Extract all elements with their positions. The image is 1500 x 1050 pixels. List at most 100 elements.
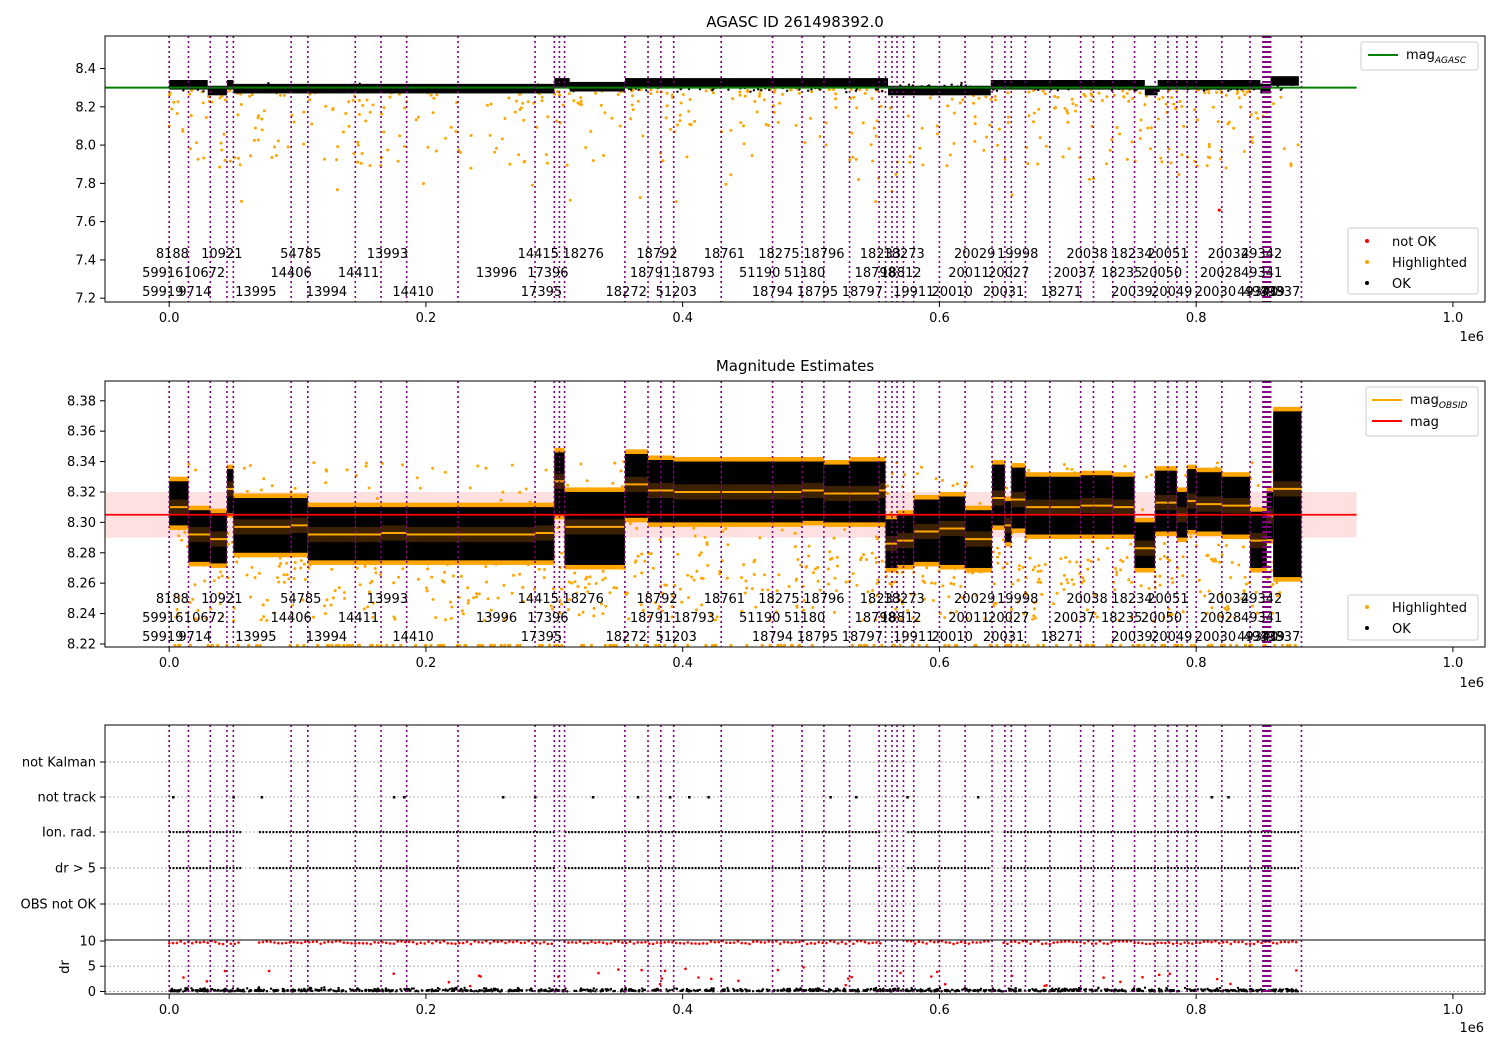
flag-mark: [1223, 867, 1226, 870]
agasc-obsid-label-2-8: 18794: [752, 285, 793, 300]
dr-point: [390, 989, 393, 993]
magnitude-obsid-label-0-16: 20051: [1147, 592, 1188, 607]
dr-red-point: [663, 969, 667, 973]
magnitude-highlighted-point: [992, 582, 996, 586]
magnitude-highlighted-point: [324, 481, 328, 485]
agasc-ok-point: [1229, 88, 1233, 91]
dr-point: [888, 988, 892, 991]
flag-mark: [1150, 831, 1153, 834]
flag-mark: [369, 831, 371, 834]
dr-threshold-point: [542, 940, 546, 944]
magnitude-highlighted-point: [835, 564, 839, 568]
agasc-highlighted-point: [688, 97, 692, 101]
flag-mark: [1013, 867, 1016, 870]
not-track-mark-17: [1227, 796, 1230, 799]
dr-threshold-point: [330, 940, 334, 944]
flag-mark: [621, 867, 624, 870]
agasc-highlighted-point: [556, 90, 560, 94]
flag-mark: [744, 831, 747, 834]
flag-mark: [571, 867, 574, 870]
agasc-highlighted-point: [219, 141, 223, 145]
agasc-highlighted-point: [679, 101, 683, 105]
agasc-obsid-label-2-18: 49340: [1237, 285, 1278, 300]
magnitude-highlighted-point: [217, 576, 221, 580]
dr-point: [482, 987, 486, 990]
flag-mark: [362, 831, 365, 834]
magnitude-highlighted-point: [1125, 556, 1129, 560]
agasc-highlighted-point: [946, 104, 950, 108]
agasc-highlighted-point: [1149, 147, 1153, 151]
dr-threshold-point: [759, 940, 763, 944]
flag-mark: [385, 867, 388, 870]
flag-mark: [502, 831, 505, 834]
agasc-highlighted-point: [414, 118, 418, 122]
dr-threshold-point: [500, 939, 503, 943]
agasc-highlighted-point: [928, 96, 932, 100]
agasc-obsid-label-2-11: 19911: [893, 285, 934, 300]
flag-mark: [355, 831, 358, 834]
flag-mark: [432, 831, 435, 834]
dr-threshold-point: [636, 941, 640, 944]
magnitude-highlighted-point: [923, 597, 927, 601]
dr-point: [461, 990, 464, 993]
magnitude-floor-point: [188, 643, 192, 648]
flag-mark: [871, 831, 874, 834]
flag-mark: [169, 867, 171, 870]
flag-mark: [335, 831, 338, 834]
dr-threshold-point: [1063, 940, 1067, 943]
magnitude-highlighted-point: [1082, 579, 1086, 583]
dr-threshold-point: [233, 942, 236, 946]
magnitude-floor-point: [643, 643, 647, 648]
dr-threshold-point: [265, 940, 269, 943]
magnitude-obsid-label-0-9: 18796: [803, 592, 844, 607]
magnitude-highlighted-point: [994, 601, 998, 605]
dr-red-point: [658, 982, 662, 986]
magnitude-highlighted-point: [875, 537, 879, 541]
dr-red-point: [617, 968, 620, 971]
agasc-highlighted-point: [948, 153, 952, 157]
magnitude-ytick-label-7: 8.36: [67, 425, 96, 440]
magnitude-highlighted-point: [903, 473, 907, 477]
dr-point: [314, 989, 318, 992]
agasc-highlighted-point: [579, 99, 583, 103]
dr-point: [1088, 988, 1091, 991]
flag-mark: [944, 867, 946, 870]
flag-mark: [937, 831, 940, 834]
dr-threshold-point: [523, 941, 527, 944]
agasc-ok-point: [660, 83, 664, 86]
agasc-legend-top: magAGASC: [1360, 41, 1479, 71]
agasc-highlighted-point: [989, 97, 993, 101]
magnitude-floor-point: [555, 643, 560, 648]
magnitude-highlighted-point: [874, 618, 878, 622]
dr-point: [478, 988, 482, 992]
magnitude-highlighted-point: [695, 569, 699, 573]
flag-mark: [957, 867, 960, 870]
agasc-highlighted-point: [724, 182, 728, 186]
agasc-highlighted-point: [356, 160, 360, 164]
agasc-highlighted-point: [865, 88, 869, 92]
flag-mark: [611, 831, 614, 834]
dr-threshold-point: [855, 939, 859, 943]
magnitude-floor-point: [560, 643, 564, 648]
dr-threshold-point: [1144, 942, 1148, 946]
agasc-ok-point: [1056, 89, 1060, 92]
agasc-highlighted-point: [279, 93, 283, 97]
dr-threshold-point: [725, 941, 728, 944]
agasc-highlighted-point: [218, 165, 222, 169]
agasc-highlighted-point: [689, 123, 693, 127]
flag-mark: [342, 831, 345, 834]
dr-ytick-label-0: 0: [88, 985, 96, 1000]
agasc-highlighted-point: [380, 112, 384, 116]
flag-mark: [851, 867, 854, 870]
dr-point: [282, 988, 286, 992]
flag-mark: [1107, 867, 1109, 870]
magnitude-highlighted-point: [1278, 591, 1282, 595]
magnitude-highlighted-point: [449, 616, 453, 620]
dr-point: [1208, 988, 1212, 992]
dr-threshold-point: [273, 941, 276, 944]
dr-threshold-point: [292, 940, 296, 944]
flag-mark: [681, 867, 684, 870]
flag-mark: [262, 831, 265, 834]
agasc-highlighted-point: [1065, 109, 1069, 113]
flag-mark: [854, 867, 857, 870]
